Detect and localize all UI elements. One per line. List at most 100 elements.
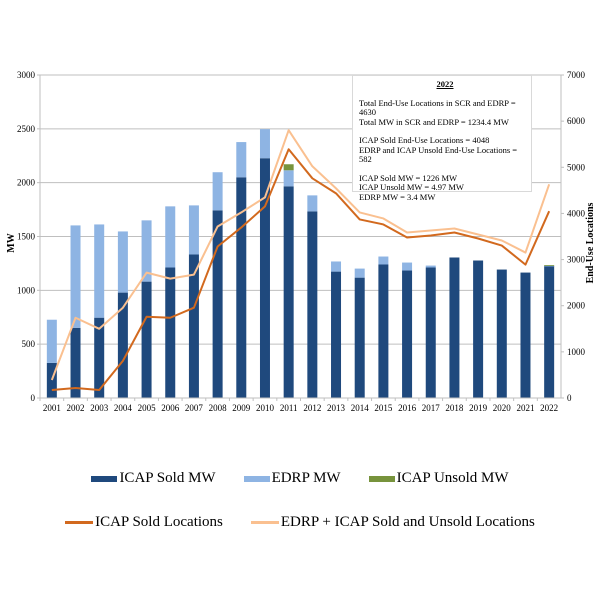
bar-segment bbox=[117, 292, 128, 398]
annotation-line: ICAP Unsold MW = 4.97 MW bbox=[359, 182, 464, 192]
y2-tick-label: 4000 bbox=[567, 208, 586, 218]
x-tick-label: 2016 bbox=[398, 403, 417, 413]
y2-tick-label: 7000 bbox=[567, 70, 586, 80]
x-tick-label: 2001 bbox=[43, 403, 61, 413]
y-tick-label: 2500 bbox=[17, 124, 36, 134]
annotation-line: Total End-Use Locations in SCR and EDRP … bbox=[359, 97, 516, 117]
legend-line-swatch bbox=[250, 521, 279, 524]
annotation-line: EDRP MW = 3.4 MW bbox=[359, 191, 436, 202]
bar-segment bbox=[402, 270, 413, 398]
x-tick-label: 2012 bbox=[303, 403, 321, 413]
legend-row-2: ICAP Sold Locations EDRP + ICAP Sold and… bbox=[0, 514, 600, 531]
bar-segment bbox=[283, 170, 294, 187]
bar-segment bbox=[425, 265, 436, 268]
combo-chart: 0 500 1000 1500 2000 2500 3000 0 1000 2000 3000 400… bbox=[6, 70, 596, 413]
x-tick-label: 2003 bbox=[90, 403, 109, 413]
bar-segment bbox=[259, 129, 270, 159]
annotation-line: Total MW in SCR and EDRP = 1234.4 MW bbox=[359, 116, 509, 127]
bar-segment bbox=[378, 264, 389, 398]
bar-segment bbox=[331, 261, 342, 272]
x-tick-label: 2002 bbox=[67, 403, 85, 413]
bar-segment bbox=[378, 256, 389, 265]
bar-segment bbox=[283, 164, 294, 171]
bar-segment bbox=[188, 254, 199, 398]
x-tick-label: 2005 bbox=[138, 403, 157, 413]
legend-row-1: ICAP Sold MW EDRP MW ICAP Unsold MW bbox=[0, 470, 600, 487]
x-tick-label: 2018 bbox=[445, 403, 464, 413]
legend-label: EDRP + ICAP Sold and Unsold Locations bbox=[280, 514, 535, 530]
x-tick-label: 2010 bbox=[256, 403, 275, 413]
y-tick-label: 500 bbox=[22, 339, 36, 349]
bar-segment bbox=[544, 266, 555, 398]
y2-tick-label: 5000 bbox=[567, 162, 586, 172]
bar-segment bbox=[544, 265, 555, 266]
series-line bbox=[50, 129, 551, 381]
legend-item: EDRP MW bbox=[243, 470, 341, 487]
y-axis-title: MW bbox=[6, 233, 17, 252]
x-tick-label: 2004 bbox=[114, 403, 133, 413]
annotation-line: ICAP Sold MW = 1226 MW bbox=[359, 172, 458, 183]
x-tick-label: 2007 bbox=[185, 403, 204, 413]
x-tick-label: 2011 bbox=[280, 403, 298, 413]
bar-segment bbox=[70, 327, 81, 398]
lines bbox=[50, 129, 551, 391]
bar-segment bbox=[496, 269, 507, 398]
bar-segment bbox=[402, 262, 413, 271]
bar-segment bbox=[236, 142, 247, 178]
bar-segment bbox=[141, 281, 152, 398]
x-tick-label: 2022 bbox=[540, 403, 558, 413]
annotation-box: 2022 Total End-Use Locations in SCR and … bbox=[352, 75, 532, 201]
bar-segment bbox=[354, 277, 365, 398]
legend-swatch bbox=[368, 475, 395, 482]
y-tick-label: 0 bbox=[31, 393, 36, 403]
bar-segment bbox=[212, 210, 223, 398]
x-tick-label: 2014 bbox=[351, 403, 370, 413]
x-tick-label: 2009 bbox=[232, 403, 251, 413]
bar-segment bbox=[70, 225, 81, 328]
legend-item: ICAP Sold MW bbox=[91, 470, 216, 487]
y2-tick-label: 3000 bbox=[567, 255, 586, 265]
legend-item: ICAP Unsold MW bbox=[368, 470, 509, 487]
bar-segment bbox=[520, 272, 531, 398]
bar-segment bbox=[449, 257, 460, 398]
y2-tick-label: 6000 bbox=[567, 116, 586, 126]
x-tick-label: 2008 bbox=[209, 403, 228, 413]
bars bbox=[46, 129, 555, 398]
bar-segment bbox=[212, 172, 223, 211]
y2-tick-label: 1000 bbox=[567, 347, 586, 357]
bar-segment bbox=[46, 362, 57, 398]
legend-label: ICAP Sold MW bbox=[119, 470, 216, 486]
bar-segment bbox=[307, 195, 318, 212]
bar-segment bbox=[307, 211, 318, 398]
y-tick-label: 2000 bbox=[17, 178, 36, 188]
bar-segment bbox=[165, 206, 176, 268]
x-tick-label: 2015 bbox=[374, 403, 393, 413]
bar-segment bbox=[165, 267, 176, 398]
legend-item: ICAP Sold Locations bbox=[65, 514, 223, 531]
legend-label: ICAP Sold Locations bbox=[95, 514, 223, 530]
x-tick-label: 2013 bbox=[327, 403, 346, 413]
legend-item: EDRP + ICAP Sold and Unsold Locations bbox=[250, 514, 535, 531]
y-tick-label: 1500 bbox=[17, 232, 36, 242]
legend-swatch bbox=[91, 475, 118, 482]
legend-label: ICAP Unsold MW bbox=[396, 470, 509, 486]
annotation-line: EDRP and ICAP Unsold End-Use Locations =… bbox=[359, 144, 518, 164]
bar-segment bbox=[46, 319, 57, 363]
y2-axis-title: End-Use Locations bbox=[585, 202, 596, 283]
bar-segment bbox=[331, 271, 342, 398]
bar-segment bbox=[354, 268, 365, 278]
legend-label: EDRP MW bbox=[271, 470, 341, 486]
axes: 0 500 1000 1500 2000 2500 3000 0 1000 2000 3000 400… bbox=[17, 70, 586, 413]
legend-swatch bbox=[243, 475, 270, 482]
x-tick-label: 2017 bbox=[422, 403, 441, 413]
x-tick-label: 2020 bbox=[493, 403, 512, 413]
x-tick-label: 2019 bbox=[469, 403, 488, 413]
bar-segment bbox=[236, 177, 247, 398]
x-tick-label: 2006 bbox=[161, 403, 180, 413]
y2-tick-label: 2000 bbox=[567, 301, 586, 311]
annotation-line: ICAP Sold End-Use Locations = 4048 bbox=[359, 135, 490, 145]
bar-segment bbox=[94, 224, 105, 318]
bar-segment bbox=[94, 317, 105, 398]
bar-segment bbox=[259, 158, 270, 398]
legend-line-swatch bbox=[65, 521, 94, 524]
